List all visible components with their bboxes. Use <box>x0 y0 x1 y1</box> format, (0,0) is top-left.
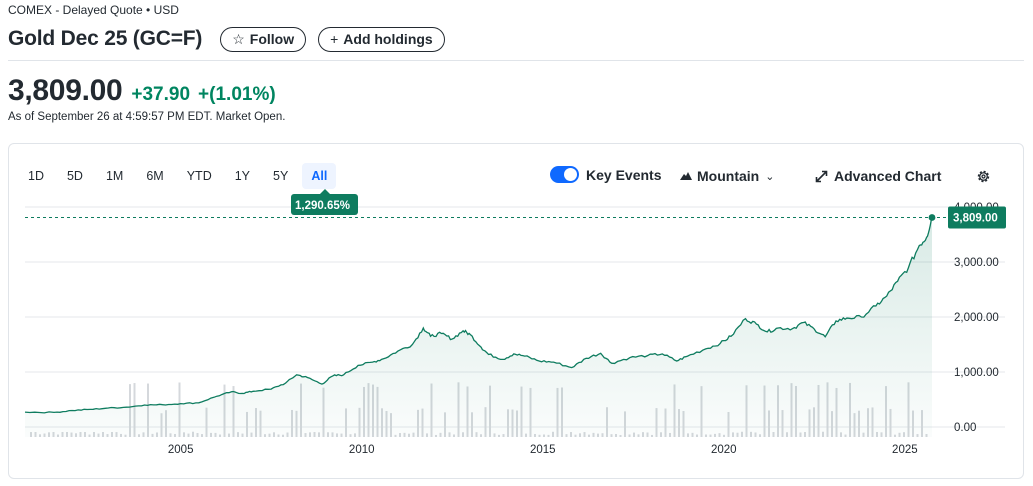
mountain-icon <box>680 172 692 180</box>
range-tab-ytd[interactable]: YTD <box>186 169 212 183</box>
follow-button[interactable]: ☆ Follow <box>220 26 307 52</box>
y-axis: 0.001,000.002,000.003,000.004,000.00 <box>954 202 999 434</box>
x-axis: 2005 2010 2015 2020 2025 <box>168 444 918 456</box>
range-tab-1y[interactable]: 1Y <box>234 169 251 183</box>
key-events-label: Key Events <box>586 166 662 183</box>
advanced-chart-button[interactable]: Advanced Chart <box>815 166 941 186</box>
y-tick-label: 1,000.00 <box>954 367 999 379</box>
y-tick-label: 2,000.00 <box>954 312 999 324</box>
range-tab-1d[interactable]: 1D <box>28 169 44 183</box>
price-change: +37.90 <box>131 84 191 105</box>
key-events-control: Key Events <box>550 166 661 183</box>
plus-icon: + <box>330 31 339 47</box>
chart-type-dropdown[interactable]: Mountain ⌄ <box>680 166 774 186</box>
range-tab-5d[interactable]: 5D <box>66 169 83 183</box>
price-change-percent: +(1.01%) <box>198 84 276 105</box>
y-tick-label: 3,000.00 <box>954 257 999 269</box>
gear-icon[interactable] <box>976 169 991 184</box>
header-divider <box>8 60 1024 61</box>
x-tick-label: 2010 <box>349 444 375 456</box>
chevron-down-icon: ⌄ <box>765 170 775 183</box>
chart-type-label: Mountain <box>697 168 760 184</box>
page-title: Gold Dec 25 (GC=F) <box>8 27 203 50</box>
follow-label: Follow <box>249 31 295 47</box>
x-tick-label: 2015 <box>530 444 556 456</box>
title-row: Gold Dec 25 (GC=F) ☆ Follow + Add holdin… <box>8 26 445 52</box>
as-of-timestamp: As of September 26 at 4:59:57 PM EDT. Ma… <box>8 111 286 123</box>
advanced-chart-label: Advanced Chart <box>834 168 942 184</box>
add-holdings-button[interactable]: + Add holdings <box>318 26 445 52</box>
price-row: 3,809.00 +37.90 +(1.01%) <box>8 74 276 108</box>
quote-source: COMEX - Delayed Quote • USD <box>8 3 179 17</box>
period-return-label: 1,290.65% <box>295 200 350 212</box>
price-line <box>24 217 933 414</box>
last-price-label: 3,809.00 <box>953 213 998 225</box>
key-events-toggle[interactable] <box>550 166 579 183</box>
toggle-knob <box>564 168 577 181</box>
star-icon: ☆ <box>232 30 245 47</box>
current-price: 3,809.00 <box>8 74 123 107</box>
range-tab-5y[interactable]: 5Y <box>273 169 289 183</box>
price-area <box>25 217 932 437</box>
y-tick-label: 0.00 <box>954 422 976 434</box>
range-tab-1m[interactable]: 1M <box>105 169 124 183</box>
last-price-dot <box>928 214 936 221</box>
range-tab-6m[interactable]: 6M <box>146 169 164 183</box>
x-tick-label: 2025 <box>892 444 918 456</box>
x-tick-label: 2020 <box>711 444 737 456</box>
add-holdings-label: Add holdings <box>343 31 433 47</box>
range-tabs: 1D 5D 1M 6M YTD 1Y 5Y All <box>19 163 341 189</box>
period-return-badge: 1,290.65% <box>291 189 358 215</box>
x-tick-label: 2005 <box>168 444 194 456</box>
range-tab-all[interactable]: All <box>302 163 337 189</box>
last-price-badge: 3,809.00 <box>948 206 1006 229</box>
expand-icon <box>815 170 828 182</box>
